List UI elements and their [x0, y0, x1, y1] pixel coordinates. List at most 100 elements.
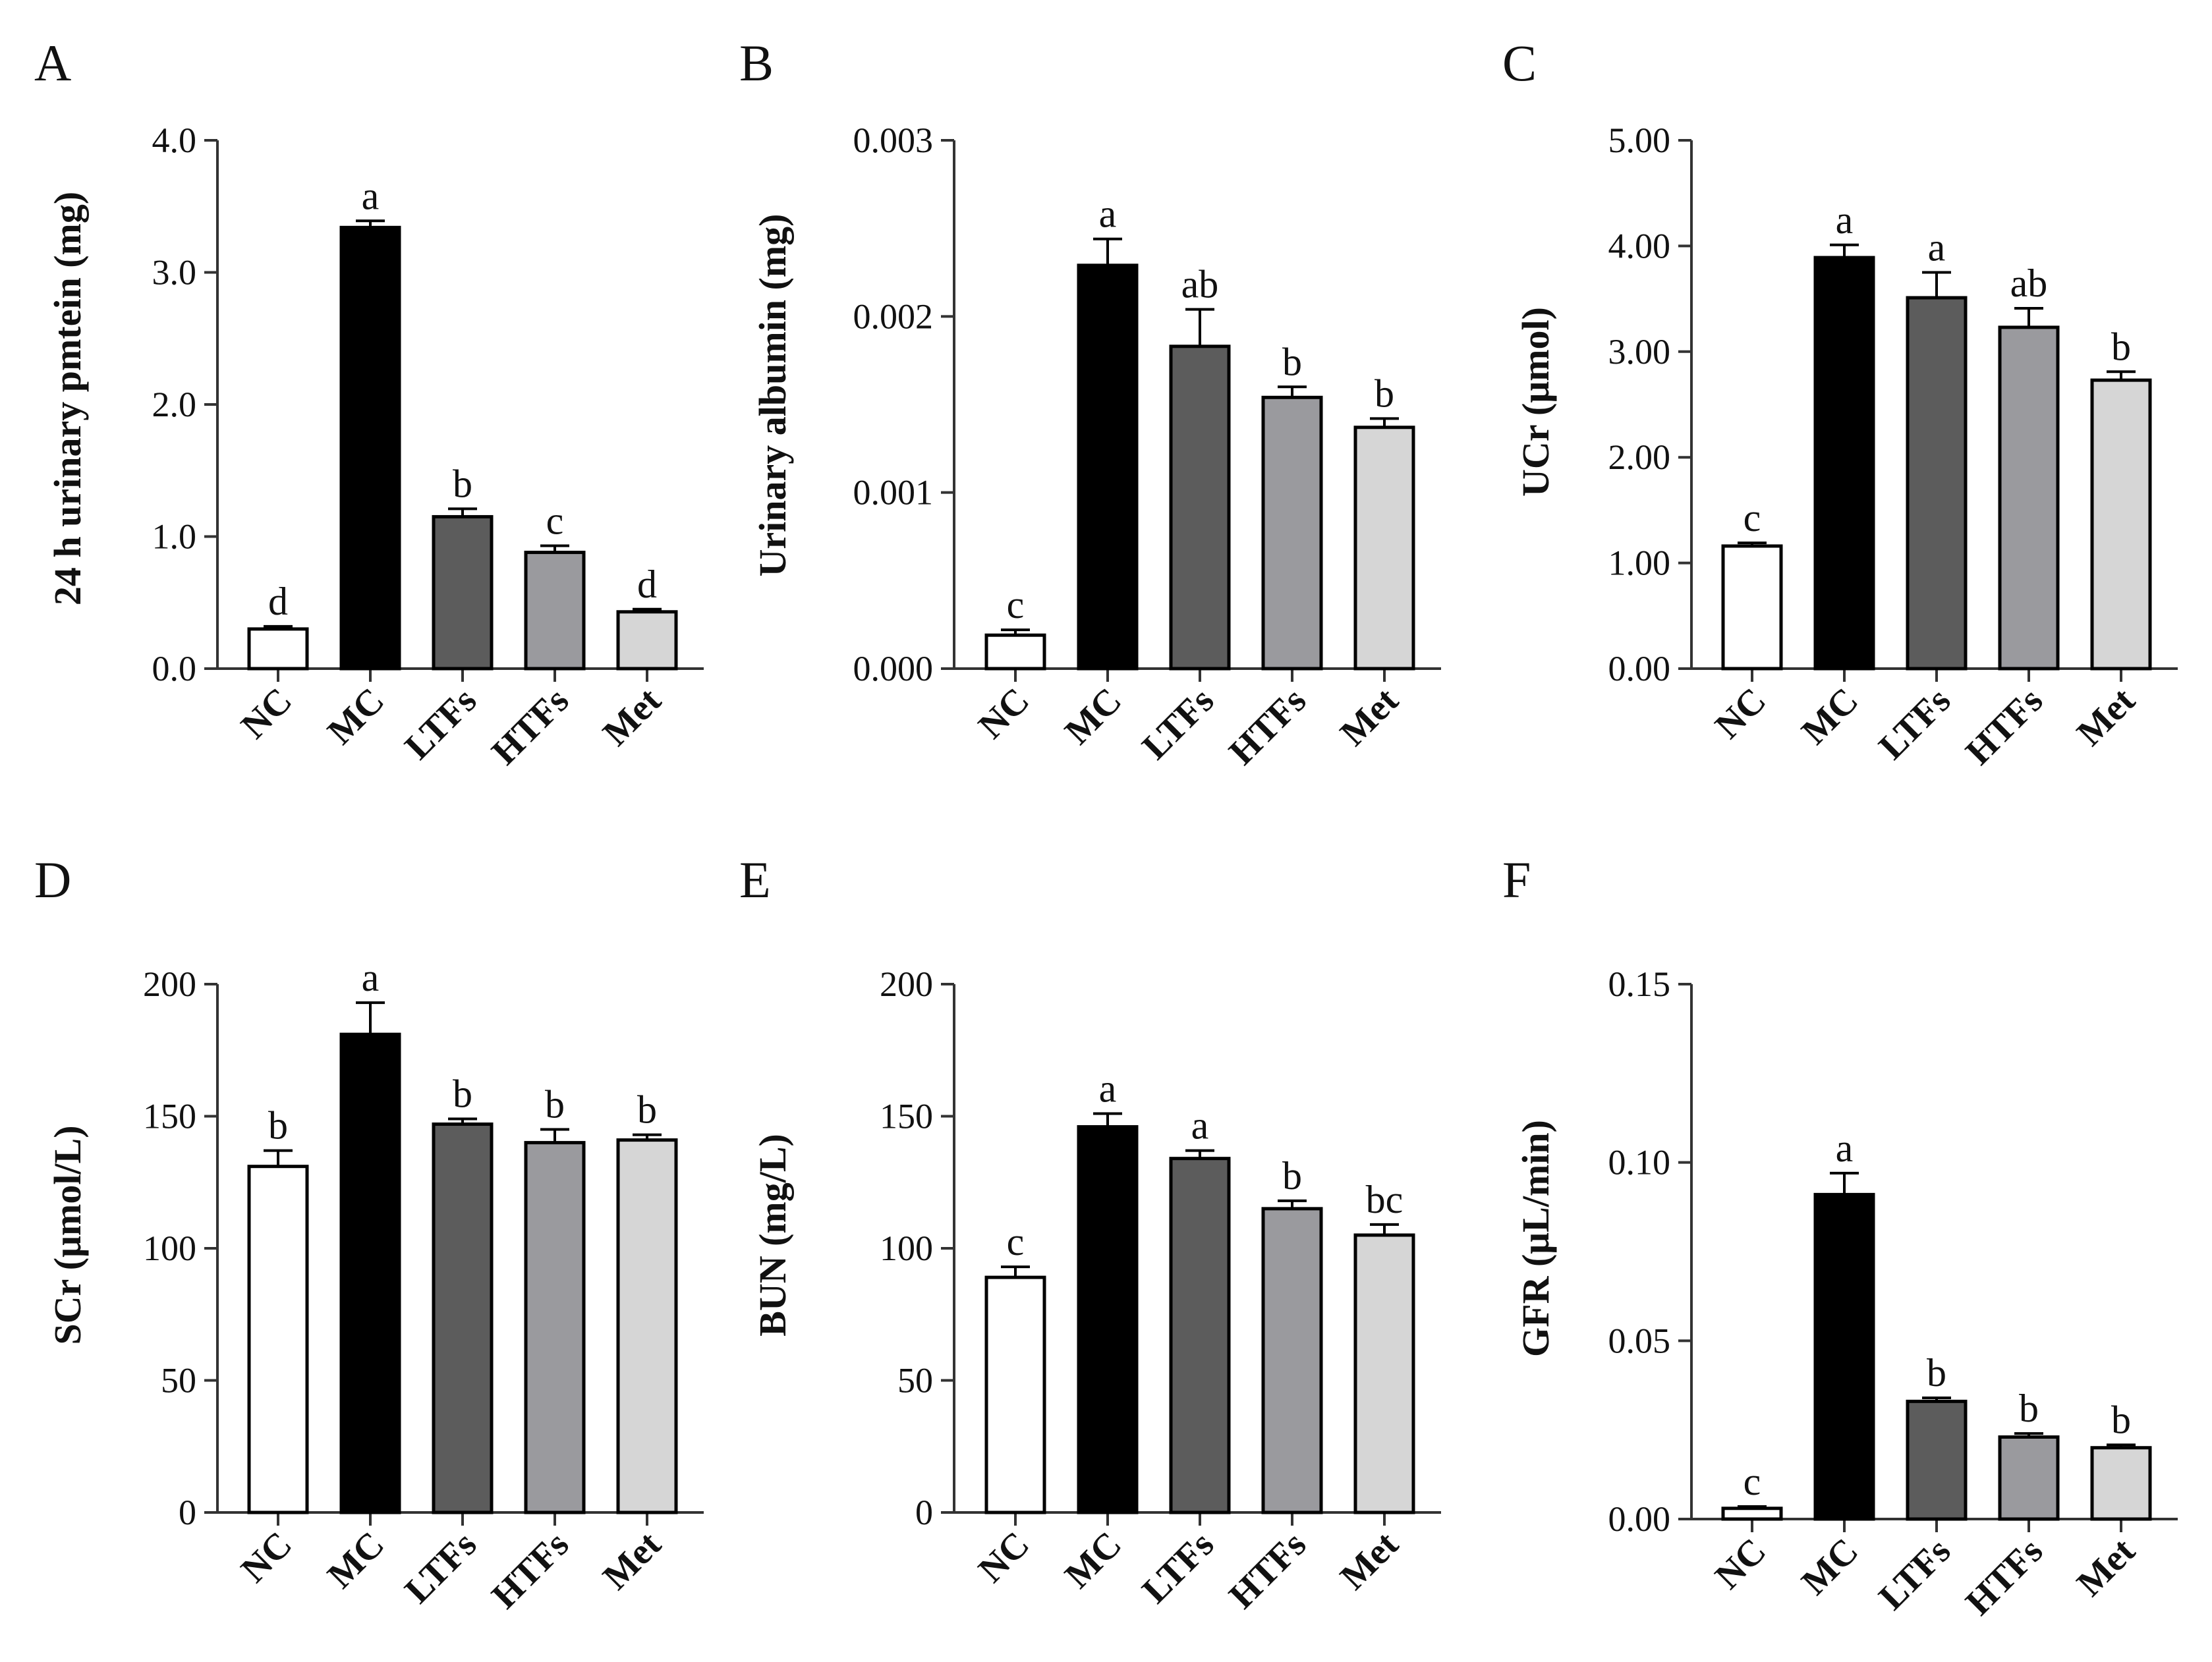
panel-a-category-label: MC [320, 680, 392, 752]
panel-b-bar-nc [984, 633, 1046, 671]
panel-c-category-label: HTFs [1958, 680, 2051, 773]
panel-e-bar-nc [984, 1275, 1046, 1514]
panel-c-y-tick-label: 5.00 [1608, 121, 1671, 160]
panel-b-category-label: MC [1057, 680, 1129, 752]
panel-b-bar-met [1353, 426, 1415, 671]
panel-f-significance-label: b [2019, 1387, 2039, 1430]
panel-d-y-axis-label: SCr (μmol/L) [46, 1125, 89, 1344]
panel-a-y-axis-label: 24 h urinary pmtein (mg) [46, 192, 89, 605]
panel-a-plot: 0.0 1.0 2.0 3.0 4.0 d NC a MC b LTFs c HTFs d Met [152, 121, 704, 773]
panel-c-significance-label: ab [2010, 262, 2048, 305]
panel-f-letter: F [1502, 851, 1531, 908]
panel-a-y-tick-label: 2.0 [152, 385, 197, 424]
panel-f-y-tick-label: 0.05 [1608, 1321, 1671, 1360]
panel-e-significance-label: a [1191, 1104, 1209, 1148]
panel-c-category-label: Met [2069, 680, 2143, 754]
panel-d-y-tick-label: 150 [143, 1097, 196, 1136]
panel-d-category-label: LTFs [397, 1524, 485, 1611]
panel-e-y-tick-label: 200 [880, 964, 933, 1004]
panel-d-y-tick-label: 100 [143, 1229, 196, 1268]
panel-a-category-label: NC [233, 680, 300, 746]
panel-c-significance-label: a [1836, 198, 1854, 242]
panel-d-plot: 0 50 100 150 200 b NC a MC b LTFs b HTFs b Met [143, 956, 704, 1617]
panel-c-y-axis-label: UCr (μmol) [1514, 307, 1557, 497]
panel-b-bar-mc [1077, 263, 1139, 671]
panel-b-significance-label: b [1375, 372, 1394, 415]
panel-b-significance-label: ab [1181, 263, 1219, 306]
panel-a-category-label: HTFs [484, 680, 577, 773]
panel-f-bar-ltfs [1906, 1399, 1968, 1521]
panel-b-significance-label: c [1007, 583, 1025, 626]
panel-f-plot: 0.00 0.05 0.10 0.15 c NC a MC b LTFs b HTFs b Met [1608, 964, 2178, 1623]
panel-b-plot: 0.000 0.001 0.002 0.003 c NC a MC ab LTFs b HTFs b Me… [853, 121, 1441, 773]
panel-f-bar-met [2090, 1446, 2152, 1521]
panel-f-bar-nc [1721, 1507, 1783, 1521]
panel-a: A 24 h urinary pmtein (mg) 0.0 1.0 2.0 3.0 4… [34, 34, 704, 773]
panel-e-significance-label: b [1282, 1154, 1302, 1198]
panel-a-y-tick-label: 4.0 [152, 121, 197, 160]
panel-b-category-label: LTFs [1135, 680, 1222, 767]
panel-f-category-label: HTFs [1958, 1530, 2051, 1623]
panel-c-category-label: MC [1794, 680, 1866, 752]
panel-f-significance-label: a [1836, 1126, 1854, 1170]
panel-c-category-label: NC [1707, 680, 1774, 746]
panel-c-bar-met [2090, 378, 2152, 671]
panel-d-significance-label: a [362, 956, 380, 999]
panel-c-bar-nc [1721, 544, 1783, 671]
panel-b-category-label: Met [1332, 680, 1406, 754]
panel-e-y-axis-label: BUN (mg/L) [751, 1134, 794, 1337]
panel-d-y-tick-label: 50 [161, 1361, 196, 1400]
panel-f-category-label: Met [2069, 1530, 2143, 1604]
panel-d-category-label: Met [595, 1524, 669, 1597]
panel-d-bar-nc [247, 1165, 309, 1514]
panel-f: F GFR (μL/min) 0.00 0.05 0.10 0.15 c NC a MC b LT… [1502, 851, 2178, 1623]
panel-b-category-label: NC [971, 680, 1037, 746]
panel-c-letter: C [1502, 34, 1537, 92]
panel-b-bar-htfs [1261, 395, 1323, 671]
panel-e-category-label: Met [1332, 1524, 1406, 1597]
panel-a-significance-label: c [546, 499, 564, 543]
panel-d-y-tick-label: 0 [179, 1493, 196, 1532]
panel-e-category-label: MC [1057, 1524, 1129, 1596]
panel-e-letter: E [739, 851, 771, 908]
panel-e-significance-label: c [1007, 1220, 1025, 1263]
panel-a-bar-ltfs [432, 514, 494, 671]
panel-f-y-tick-label: 0.00 [1608, 1499, 1671, 1539]
panel-c-bar-ltfs [1906, 296, 1968, 671]
panel-a-bar-htfs [524, 551, 586, 671]
panel-b: B Urinary albumin (mg) 0.0000.0010.0020.… [739, 34, 1441, 773]
panel-e-category-label: HTFs [1222, 1524, 1315, 1617]
panel-c-significance-label: b [2111, 325, 2131, 368]
panel-c-bar-mc [1813, 256, 1875, 671]
panel-e-category-label: NC [971, 1524, 1037, 1590]
panel-a-y-tick-label: 3.0 [152, 253, 197, 292]
panel-e-bar-mc [1077, 1125, 1139, 1514]
panel-d-letter: D [34, 851, 71, 908]
panel-d-bar-mc [339, 1032, 401, 1514]
panel-f-significance-label: b [1927, 1351, 1946, 1395]
panel-c-category-label: LTFs [1871, 680, 1959, 767]
panel-d-bar-ltfs [432, 1122, 494, 1514]
panel-b-category-label: HTFs [1222, 680, 1315, 773]
panel-b-y-axis-label: Urinary albumin (mg) [751, 214, 794, 577]
panel-d-category-label: NC [233, 1524, 300, 1590]
panel-f-category-label: LTFs [1871, 1530, 1959, 1618]
panel-b-y-tick-label: 0.002 [853, 296, 934, 336]
panel-b-y-tick-label: 0.001 [853, 473, 934, 512]
panel-f-bar-htfs [1998, 1435, 2060, 1521]
panel-d-significance-label: b [268, 1104, 288, 1148]
panel-d-bar-htfs [524, 1141, 586, 1514]
panel-a-bar-mc [339, 225, 401, 671]
panel-c-y-tick-label: 3.00 [1608, 332, 1671, 372]
panel-a-significance-label: d [637, 563, 657, 606]
panel-a-bar-nc [247, 627, 309, 671]
panel-e-significance-label: bc [1366, 1178, 1404, 1221]
panel-a-y-tick-label: 0.0 [152, 649, 197, 688]
panel-a-significance-label: d [268, 580, 288, 623]
panel-e-bar-ltfs [1169, 1157, 1231, 1514]
panel-b-significance-label: a [1099, 192, 1117, 236]
panel-c: C UCr (μmol) 0.00 1.00 2.00 3.00 4.00 5.00 c NC… [1502, 34, 2178, 773]
panel-b-bar-ltfs [1169, 345, 1231, 671]
panel-e-plot: 0 50 100 150 200 c NC a MC a LTFs b HTFs bc Met [880, 964, 1441, 1617]
